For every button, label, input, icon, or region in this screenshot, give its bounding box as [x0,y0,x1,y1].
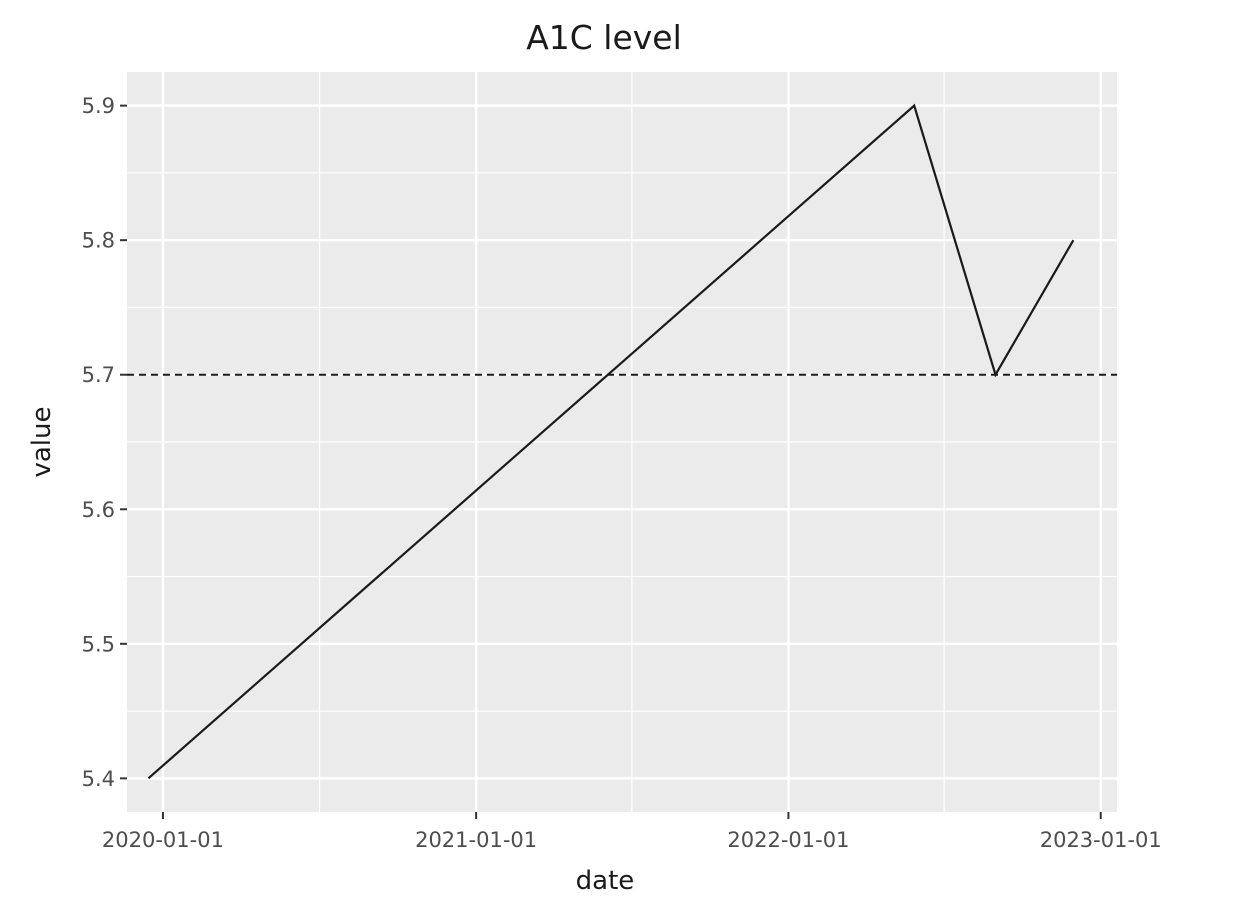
x-tick-label: 2021-01-01 [415,828,537,852]
y-tick-label: 5.7 [82,363,115,387]
x-axis-title: date [576,866,635,896]
series-line [147,103,1075,780]
x-tick-label: 2022-01-01 [727,828,849,852]
y-tick-label: 5.4 [82,767,115,791]
minor-gridlines [127,72,1117,812]
y-axis-title: value [27,406,57,477]
x-tick-label: 2023-01-01 [1040,828,1162,852]
series-layer [147,103,1075,780]
y-tick-label: 5.9 [82,94,115,118]
y-axis: 5.4 5.5 5.6 5.7 5.8 5.9 [82,94,127,791]
major-gridlines [127,72,1117,812]
y-tick-label: 5.8 [82,229,115,253]
chart-title: A1C level [526,18,682,57]
y-tick-label: 5.5 [82,632,115,656]
x-axis: 2020-01-01 2021-01-01 2022-01-01 2023-01-01 [102,812,1162,852]
y-tick-label: 5.6 [82,498,115,522]
x-tick-label: 2020-01-01 [102,828,224,852]
